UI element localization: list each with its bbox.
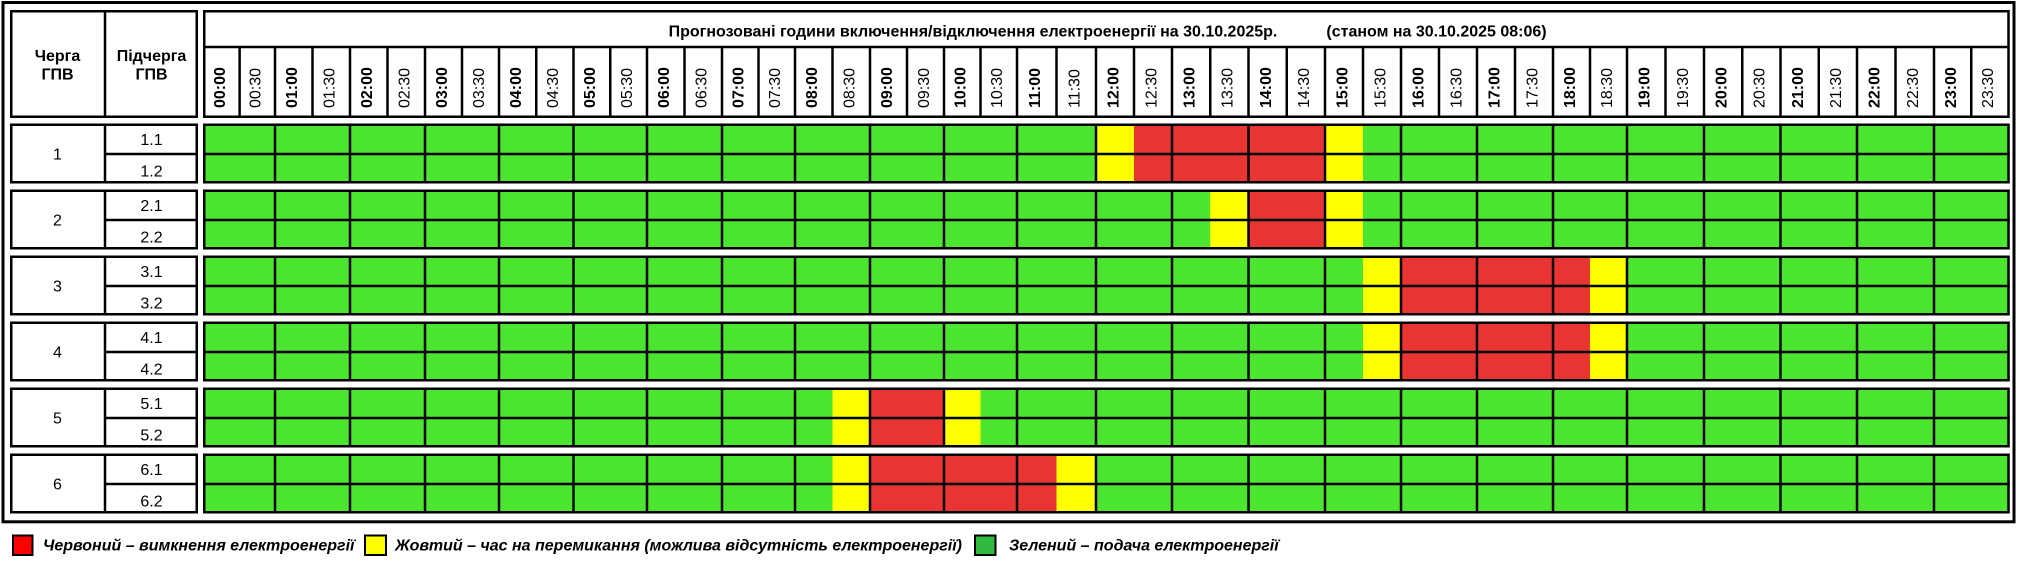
svg-text:08:00: 08:00 — [804, 67, 821, 108]
svg-text:18:00: 18:00 — [1562, 67, 1579, 108]
svg-text:17:00: 17:00 — [1486, 67, 1503, 108]
svg-text:02:30: 02:30 — [397, 68, 414, 108]
svg-text:17:30: 17:30 — [1524, 68, 1541, 108]
svg-text:05:30: 05:30 — [619, 68, 636, 108]
svg-text:14:30: 14:30 — [1296, 68, 1313, 108]
svg-text:16:00: 16:00 — [1410, 67, 1427, 108]
svg-text:21:30: 21:30 — [1828, 68, 1845, 108]
svg-text:ГПВ: ГПВ — [41, 66, 73, 83]
svg-text:20:30: 20:30 — [1752, 68, 1769, 108]
svg-text:Червоний – вимкнення електроен: Червоний – вимкнення електроенергії — [43, 538, 357, 555]
svg-text:08:30: 08:30 — [842, 68, 859, 108]
svg-text:23:30: 23:30 — [1980, 68, 1997, 108]
svg-text:04:00: 04:00 — [508, 67, 525, 108]
svg-text:4.1: 4.1 — [140, 330, 162, 347]
svg-text:11:00: 11:00 — [1027, 68, 1044, 108]
svg-text:22:00: 22:00 — [1867, 67, 1884, 108]
svg-text:19:00: 19:00 — [1637, 67, 1654, 108]
svg-text:07:30: 07:30 — [767, 68, 784, 108]
svg-text:13:00: 13:00 — [1181, 67, 1198, 108]
svg-text:02:00: 02:00 — [359, 67, 376, 108]
svg-text:(станом на 30.10.2025 08:06): (станом на 30.10.2025 08:06) — [1326, 24, 1546, 41]
svg-text:4.2: 4.2 — [140, 361, 162, 378]
svg-text:5.2: 5.2 — [140, 427, 162, 444]
svg-text:Прогнозовані години включення/: Прогнозовані години включення/відключенн… — [669, 24, 1278, 41]
svg-text:3.1: 3.1 — [140, 264, 162, 281]
svg-text:Зелений – подача електроенергі: Зелений – подача електроенергії — [1009, 538, 1281, 555]
svg-text:4: 4 — [53, 345, 62, 362]
svg-text:5.1: 5.1 — [140, 396, 162, 413]
svg-text:15:00: 15:00 — [1334, 67, 1351, 108]
svg-text:23:00: 23:00 — [1943, 67, 1960, 108]
svg-text:1.2: 1.2 — [140, 163, 162, 180]
svg-text:12:30: 12:30 — [1143, 68, 1160, 108]
svg-text:07:00: 07:00 — [731, 67, 748, 108]
svg-text:5: 5 — [53, 411, 62, 428]
svg-text:05:00: 05:00 — [582, 67, 599, 108]
svg-text:22:30: 22:30 — [1905, 68, 1922, 108]
svg-text:18:30: 18:30 — [1599, 68, 1616, 108]
svg-text:Черга: Черга — [35, 48, 81, 65]
svg-text:16:30: 16:30 — [1448, 68, 1465, 108]
svg-text:00:00: 00:00 — [212, 67, 229, 108]
svg-text:Підчерга: Підчерга — [117, 48, 187, 65]
svg-text:09:30: 09:30 — [916, 68, 933, 108]
svg-text:20:00: 20:00 — [1713, 67, 1730, 108]
svg-text:14:00: 14:00 — [1258, 67, 1275, 108]
svg-text:03:30: 03:30 — [471, 68, 488, 108]
svg-text:2.1: 2.1 — [140, 198, 162, 215]
svg-text:12:00: 12:00 — [1105, 67, 1122, 108]
svg-text:00:30: 00:30 — [248, 68, 265, 108]
svg-text:11:30: 11:30 — [1067, 69, 1084, 108]
svg-text:03:00: 03:00 — [434, 67, 451, 108]
svg-text:3.2: 3.2 — [140, 295, 162, 312]
svg-text:04:30: 04:30 — [545, 68, 562, 108]
svg-text:06:00: 06:00 — [656, 67, 673, 108]
svg-text:10:00: 10:00 — [953, 67, 970, 108]
svg-text:2.2: 2.2 — [140, 229, 162, 246]
svg-text:19:30: 19:30 — [1675, 68, 1692, 108]
svg-text:01:00: 01:00 — [284, 67, 301, 108]
svg-text:10:30: 10:30 — [989, 68, 1006, 108]
svg-text:3: 3 — [53, 279, 62, 296]
svg-text:6.1: 6.1 — [140, 462, 162, 479]
svg-text:09:00: 09:00 — [879, 67, 896, 108]
svg-text:21:00: 21:00 — [1790, 67, 1807, 108]
svg-text:2: 2 — [53, 213, 62, 230]
svg-text:6.2: 6.2 — [140, 493, 162, 510]
svg-text:Жовтий – час на перемикання (м: Жовтий – час на перемикання (можлива від… — [394, 538, 962, 555]
svg-text:1.1: 1.1 — [140, 132, 162, 149]
svg-text:15:30: 15:30 — [1372, 68, 1389, 108]
svg-text:01:30: 01:30 — [322, 68, 339, 108]
svg-text:1: 1 — [53, 147, 62, 164]
svg-text:06:30: 06:30 — [694, 68, 711, 108]
svg-text:ГПВ: ГПВ — [135, 66, 167, 83]
svg-text:13:30: 13:30 — [1220, 68, 1237, 108]
svg-text:6: 6 — [53, 477, 62, 494]
